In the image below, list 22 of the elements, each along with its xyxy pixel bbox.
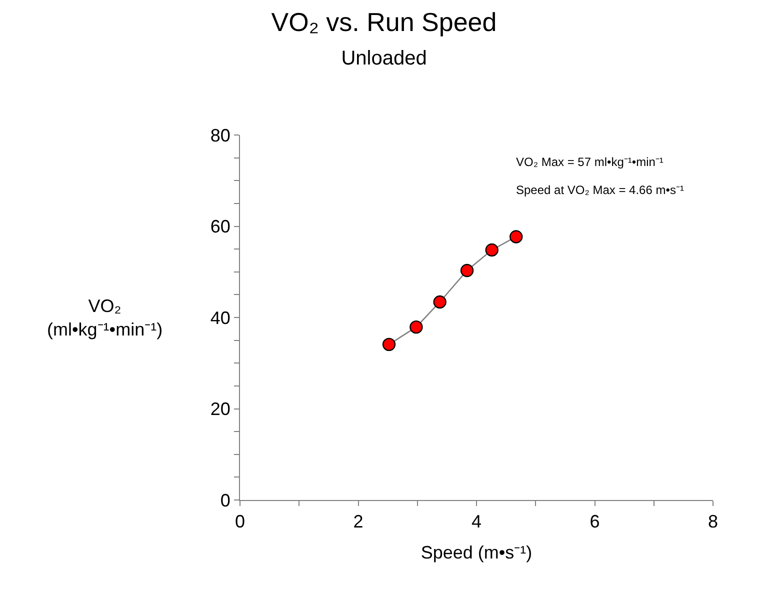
point: [460, 264, 474, 278]
point: [485, 243, 498, 257]
y-tick-label: 40: [210, 308, 230, 328]
point: [433, 295, 446, 309]
chart-title: VO₂ vs. Run Speed: [271, 6, 497, 37]
y-axis-title: VO₂ (ml•kg⁻¹•min⁻¹): [47, 296, 163, 340]
chart-subtitle: Unloaded: [341, 48, 427, 70]
x-tick-label: 8: [708, 512, 718, 532]
x-axis-title: Speed (m•s⁻¹): [420, 542, 532, 563]
x-tick-label: 0: [234, 512, 246, 532]
x-tick-label: 2: [353, 512, 364, 532]
x-tick-label: 6: [590, 512, 600, 532]
y-tick-label: 20: [210, 399, 230, 420]
x-tick-label: 4: [471, 512, 482, 532]
y-tick-label: 60: [210, 216, 230, 237]
annotation: VO₂ Max = 57 ml•kg⁻¹•min⁻¹: [516, 155, 664, 169]
point: [410, 320, 423, 334]
point: [510, 230, 523, 244]
y-tick-label: 0: [220, 490, 230, 510]
annotation: Speed at VO₂ Max = 4.66 m•s⁻¹: [516, 183, 684, 197]
y-tick-label: 80: [210, 125, 230, 146]
point: [382, 338, 396, 352]
